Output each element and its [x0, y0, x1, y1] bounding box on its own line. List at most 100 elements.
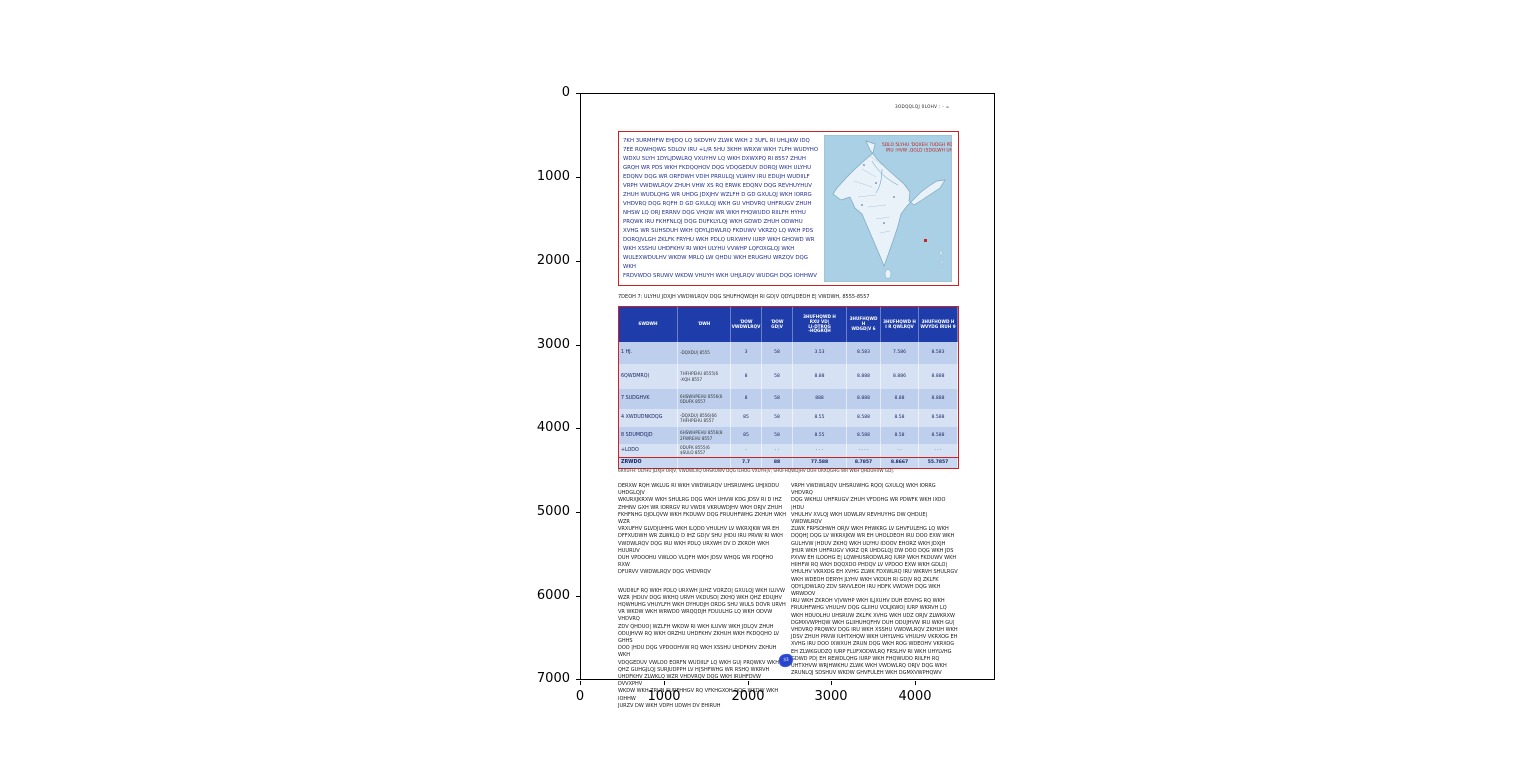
y-tick-label: 4000 [536, 420, 570, 435]
y-tick-mark [576, 679, 580, 680]
cell-value: 8.886 [881, 364, 919, 389]
cell-value: · · [762, 444, 793, 457]
cell-value: 8 [731, 364, 762, 389]
map-title-line1: 5DLO 5LYHU 'DQXEH 7UDGH PDS [882, 142, 952, 148]
header-cell: 'DOW VWDWLRQV [731, 307, 762, 342]
cell-value: 58 [762, 364, 793, 389]
cell-value: 8.888 [919, 364, 958, 389]
map-title-line2: IRU :HVW ,QGLD (5DGLWH UHO) [886, 148, 952, 154]
table-caption: 7DEOH 7: ULYHU JDXJH VWDWLRQV DQG SHUFHQ… [618, 294, 870, 300]
cell-date: -DQXDU| 8556(66 7HFHPEHU 8557 [678, 409, 731, 427]
body-paragraph: VRPH VWDWLRQV UHSRUWHG RQO| GXULQJ WKH I… [791, 483, 958, 677]
header-cell: 3HUFHQWD H RXU VD| LI-DTRQG -HQGRQH [793, 307, 847, 342]
cell-state: 6QWDMRQ) [619, 364, 678, 389]
cell-value: · · · [793, 444, 847, 457]
cell-date: 7HFHPEHU 8555(6 -XQH 8557 [678, 364, 731, 389]
body-column-left: DERXW RQH WKLUG RI WKH VWDWLRQV UHSRUWHG… [618, 483, 786, 710]
cell-state: 8 SDUMDQJD [619, 427, 678, 444]
cell-value: 85 [731, 409, 762, 427]
cell-value: 3 [731, 342, 762, 364]
x-tick-mark [580, 681, 581, 685]
y-tick-label: 6000 [536, 588, 570, 603]
cell-value: 8.55 [793, 409, 847, 427]
table-total-row: ZRWDO 7.7 88 77.588 8.7857 8.8667 55.785… [619, 456, 958, 468]
y-tick-mark [576, 261, 580, 262]
table-row: +LODO 0DUFK 8555(6 $SULO 8557 · · · · · … [619, 444, 958, 457]
header-cell: 3HUFHQWD H WDGD|V 6 [847, 307, 881, 342]
y-tick-label: 3000 [536, 337, 570, 352]
body-column-right: VRPH VWDWLRQV UHSRUWHG RQO| GXULQJ WKH I… [791, 483, 959, 677]
india-map: 5DLO 5LYHU 'DQXEH 7UDGH PDS IRU :HVW ,QG… [824, 135, 952, 282]
cell-value: 8.58 [881, 409, 919, 427]
header-cell: 'DWH [678, 307, 731, 342]
cell-value: 58 [762, 427, 793, 444]
india-map-svg: 5DLO 5LYHU 'DQXEH 7UDGH PDS IRU :HVW ,QG… [824, 135, 952, 282]
x-tick-label: 0 [575, 689, 585, 704]
y-tick-label: 2000 [536, 253, 570, 268]
cell-value: 58 [762, 342, 793, 364]
x-tick-mark [831, 681, 832, 685]
x-tick-label: 3000 [814, 689, 848, 704]
cell-date: 6HSWHPEHU 8556(6 0DUFK 8557 [678, 389, 731, 409]
city-dot [863, 164, 865, 166]
table-row: 1 HJ. -DQXDU| 8555 3 58 3.53 8.583 7.586… [619, 342, 958, 364]
page-header-text: 3ODQQLQJ 0LOHV : - = [895, 104, 950, 109]
header-cell: 3HUFHQWD H I R QWLRQV [881, 307, 919, 342]
cell-value: 3.53 [793, 342, 847, 364]
intro-paragraph: 7KH 3URMHFW EHJDQ LQ SKDVHV ZLWK WKH 2 3… [623, 138, 819, 279]
cell-value: 8.583 [847, 342, 881, 364]
data-table: 6WDWH 'DWH 'DOW VWDWLRQV 'DOW GD|V 3HUFH… [618, 306, 959, 469]
cell-value: · · · [919, 444, 958, 457]
cell-total-label: ZRWDO [619, 457, 678, 468]
cell-value: 85 [731, 427, 762, 444]
y-tick-mark [576, 93, 580, 94]
y-tick-mark [576, 345, 580, 346]
cell-state: 1 HJ. [619, 342, 678, 364]
y-tick-mark [576, 177, 580, 178]
y-tick-label: 5000 [536, 504, 570, 519]
x-tick-label: 4000 [898, 689, 932, 704]
header-cell: 6WDWH [619, 307, 678, 342]
x-tick-mark [915, 681, 916, 685]
cell-value: 8.588 [919, 409, 958, 427]
cell-state: 7 SUDGHVK [619, 389, 678, 409]
cell-value: 7.586 [881, 342, 919, 364]
table-row: 7 SUDGHVK 6HSWHPEHU 8556(6 0DUFK 8557 8 … [619, 389, 958, 409]
cell-total-value: 8.8667 [881, 457, 919, 468]
city-dot [893, 196, 895, 198]
cell-total-value: 88 [762, 457, 793, 468]
x-tick-mark [664, 681, 665, 685]
rivers [871, 160, 899, 194]
cell-value: 8.588 [847, 427, 881, 444]
x-tick-label: 2000 [731, 689, 765, 704]
cell-value: 8.588 [919, 427, 958, 444]
header-cell: 'DOW GD|V [762, 307, 793, 342]
body-paragraph: WUDIILF RQ WKH PDLQ URXWH JUHZ VORZO| GX… [618, 587, 786, 709]
cell-value: 8.55 [793, 427, 847, 444]
city-dot [875, 182, 877, 184]
intro-box: 7KH 3URMHFW EHJDQ LQ SKDVHV ZLWK WKH 2 3… [618, 131, 959, 286]
cell-value: 8.888 [847, 364, 881, 389]
cell-total-value: 55.7857 [919, 457, 958, 468]
y-tick-mark [576, 512, 580, 513]
table-header-row: 6WDWH 'DWH 'DOW VWDWLRQV 'DOW GD|V 3HUFH… [619, 307, 958, 342]
cell-value: 8.583 [919, 342, 958, 364]
cell-state: +LODO [619, 444, 678, 457]
cell-date: 0DUFK 8555(6 $SULO 8557 [678, 444, 731, 457]
x-tick-label: 1000 [647, 689, 681, 704]
cell-value: · [731, 444, 762, 457]
y-tick-mark [576, 428, 580, 429]
cell-value: 8.58 [881, 427, 919, 444]
x-tick-mark [748, 681, 749, 685]
header-cell: 3HUFHQWD H WVYDG IRUH 9 [919, 307, 958, 342]
cell-value: 8.88 [881, 389, 919, 409]
table-footnote: 6RXUFH: ULYHU JDXJH ORJV, VWDWLRQ UHSRUW… [618, 468, 895, 473]
city-dot [861, 204, 863, 206]
cell-value: · · · · [847, 444, 881, 457]
cell-value: 58 [762, 389, 793, 409]
cell-value: 58 [762, 409, 793, 427]
cell-date: -DQXDU| 8555 [678, 342, 731, 364]
cell-value: 8.888 [847, 389, 881, 409]
cell-value: 8.88 [793, 364, 847, 389]
